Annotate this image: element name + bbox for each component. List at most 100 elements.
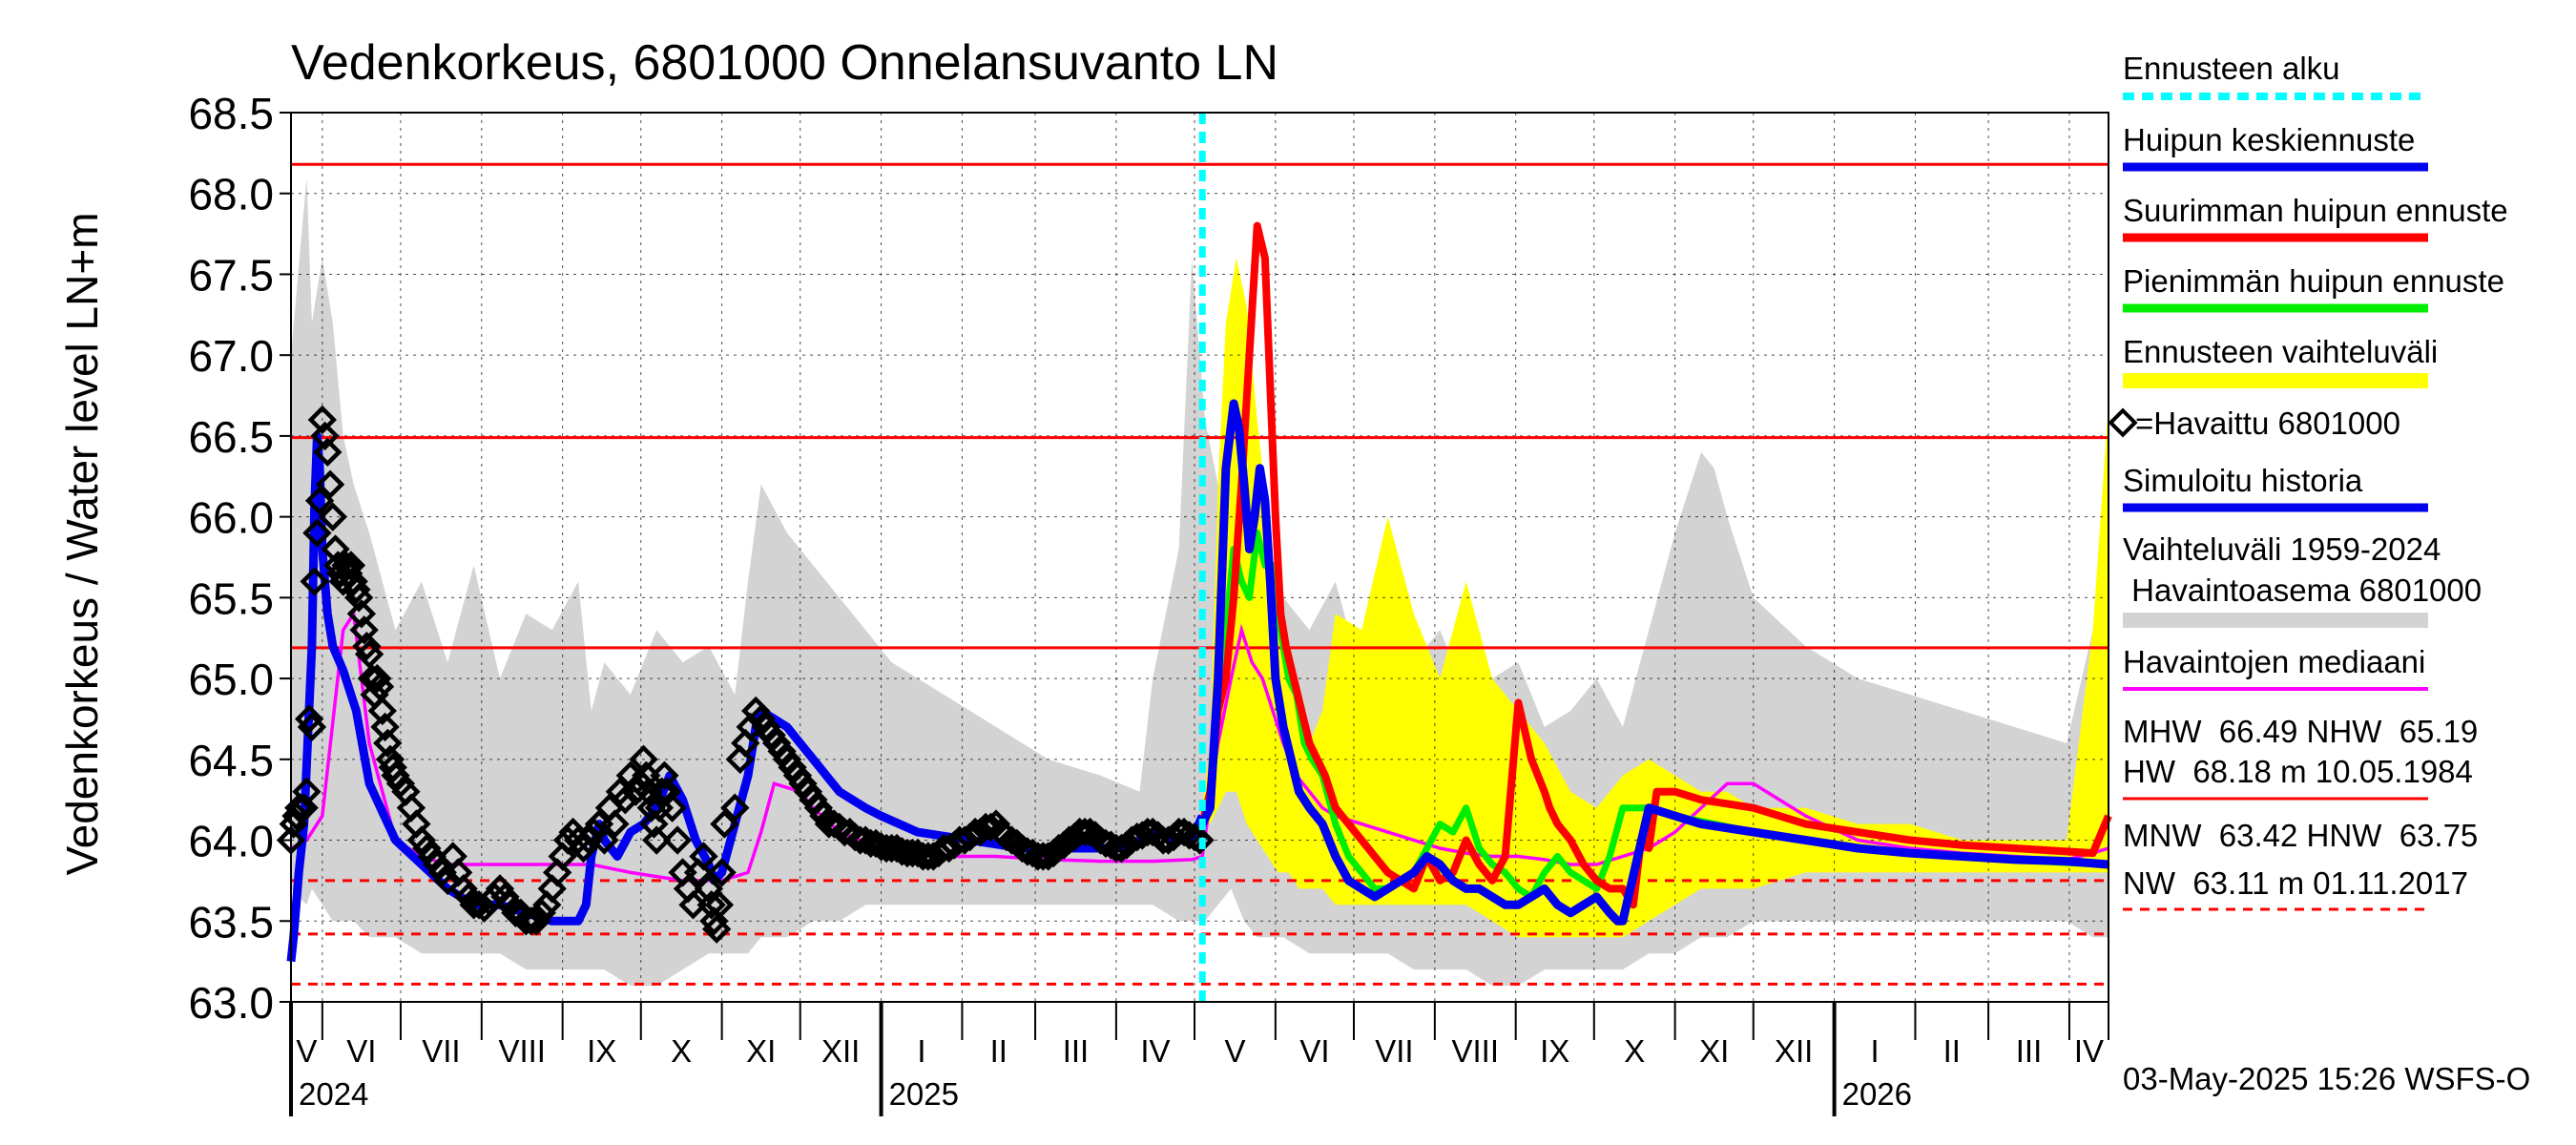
y-tick-label: 66.0: [188, 493, 274, 543]
x-month-label: XI: [1699, 1033, 1729, 1069]
observed-point: [720, 793, 750, 822]
observed-point: [662, 825, 693, 855]
legend-range-line1: Vaihteluväli 1959-2024: [2123, 531, 2441, 567]
observed-point: [707, 858, 737, 887]
observed-point: [433, 865, 463, 896]
observed-point: [731, 728, 760, 759]
observed-point: [354, 639, 384, 669]
observed-point: [532, 890, 562, 920]
x-month-label: I: [1870, 1033, 1879, 1069]
x-year-label: 2025: [889, 1076, 959, 1112]
observed-point: [694, 874, 724, 904]
legend-observed-marker: [2108, 407, 2138, 438]
observed-point: [302, 518, 332, 548]
legend-range-line2: Havaintoasema 6801000: [2123, 572, 2482, 608]
observed-point: [701, 914, 732, 944]
observed-point: [542, 858, 572, 887]
y-tick-label: 68.5: [188, 89, 274, 138]
axes: 63.0 63.5 64.0 64.5 65.0 65.5 66.0 66.5 67.0 67.5…: [188, 89, 2109, 1116]
observed-point: [704, 890, 735, 920]
observed-point: [318, 502, 347, 531]
observed-point: [364, 672, 395, 701]
observed-point: [373, 728, 403, 759]
observed-point: [696, 890, 726, 920]
observed-point: [310, 421, 340, 451]
x-month-label: X: [671, 1033, 692, 1069]
plot-area: [276, 112, 2112, 1003]
legend-simulated-label: Simuloitu historia: [2123, 463, 2363, 498]
observed-point: [683, 858, 714, 887]
legend-median-label: Havaintojen mediaani: [2123, 644, 2425, 679]
x-month-label: IX: [1540, 1033, 1569, 1069]
x-month-label: III: [2016, 1033, 2043, 1069]
x-month-label: IV: [1140, 1033, 1170, 1069]
observed-point: [647, 777, 676, 806]
x-month-label: I: [917, 1033, 925, 1069]
observed-point: [611, 785, 640, 815]
observed-point: [892, 838, 923, 868]
x-month-label: XI: [746, 1033, 776, 1069]
observed-point: [650, 760, 679, 790]
legend-max-peak-label: Suurimman huipun ennuste: [2123, 193, 2508, 228]
x-month-label: VII: [1375, 1033, 1413, 1069]
observed-point: [569, 833, 598, 864]
observed-point: [639, 809, 669, 839]
observed-point: [363, 663, 392, 694]
plot-frame: [290, 112, 2109, 1003]
x-month-label: VI: [346, 1033, 376, 1069]
x-month-label: VIII: [1451, 1033, 1499, 1069]
observed-point: [325, 558, 356, 589]
observed-point: [552, 825, 583, 855]
legend-stats-mhw: MHW 66.49 NHW 65.19: [2123, 714, 2478, 749]
observed-point: [1185, 825, 1215, 855]
x-month-label: V: [1224, 1033, 1245, 1069]
observed-point: [349, 615, 379, 645]
observed-point: [297, 712, 327, 742]
observed-point: [548, 842, 577, 871]
observed-point: [480, 882, 509, 912]
forecast-range-band: [1202, 258, 2109, 938]
observed-point: [527, 898, 556, 927]
observed-point: [710, 809, 739, 839]
observed-point: [321, 534, 350, 564]
observed-point: [629, 744, 658, 774]
observed-point: [294, 704, 324, 734]
x-month-label: IV: [2074, 1033, 2104, 1069]
observed-point: [600, 809, 630, 839]
observed-point: [725, 744, 755, 774]
x-month-label: VI: [1299, 1033, 1329, 1069]
observed-point: [537, 874, 567, 904]
observed-point: [343, 583, 374, 613]
x-month-label: XII: [1775, 1033, 1813, 1069]
legend-stats-mnw: MNW 63.42 HNW 63.75: [2123, 818, 2478, 853]
y-axis-label: Vedenkorkeus / Water level LN+m: [57, 212, 107, 875]
observed-point: [970, 812, 1001, 843]
y-tick-label: 67.5: [188, 250, 274, 300]
observed-point: [315, 469, 345, 499]
footer-timestamp: 03-May-2025 15:26 WSFS-O: [2123, 1061, 2530, 1096]
observed-point: [346, 599, 377, 629]
observed-point: [307, 405, 338, 435]
legend-mean-peak-label: Huipun keskiennuste: [2123, 122, 2415, 157]
chart-title: Vedenkorkeus, 6801000 Onnelansuvanto LN: [291, 35, 1278, 91]
legend-stats-nw: NW 63.11 m 01.11.2017: [2123, 865, 2468, 901]
series-max-forecast: [1198, 221, 2112, 909]
observed-point: [590, 825, 619, 855]
observed-point: [871, 833, 902, 864]
observed-point: [516, 906, 546, 936]
observed-point: [1065, 817, 1094, 847]
observed-point: [304, 486, 335, 515]
observed-point: [352, 632, 382, 661]
observed-point: [657, 793, 687, 822]
y-tick-label: 63.5: [188, 897, 274, 947]
y-tick-label: 65.5: [188, 573, 274, 623]
x-month-label: XII: [821, 1033, 860, 1069]
observed-point: [336, 551, 366, 580]
observed-point: [300, 567, 329, 596]
observed-point: [289, 793, 319, 822]
x-month-label: II: [1943, 1033, 1961, 1069]
observed-point: [699, 906, 729, 936]
x-month-label: V: [296, 1033, 317, 1069]
x-month-label: II: [990, 1033, 1008, 1069]
x-month-label: VII: [422, 1033, 460, 1069]
